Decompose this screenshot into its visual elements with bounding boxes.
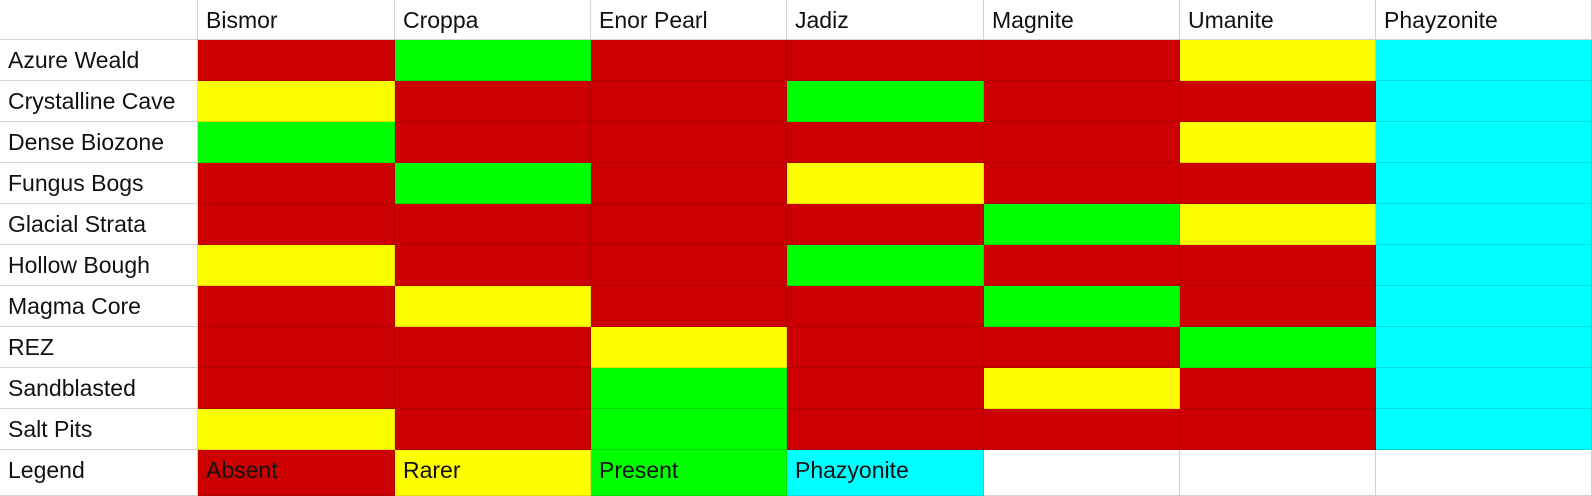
- legend-item: Absent: [198, 450, 395, 496]
- column-header: Croppa: [395, 0, 591, 40]
- status-cell: [1180, 204, 1376, 245]
- status-cell: [591, 245, 787, 286]
- status-cell: [984, 163, 1180, 204]
- status-cell: [1376, 122, 1592, 163]
- status-cell: [1376, 40, 1592, 81]
- status-cell: [984, 81, 1180, 122]
- status-cell: [984, 409, 1180, 450]
- status-cell: [198, 40, 395, 81]
- status-cell: [198, 204, 395, 245]
- status-cell: [198, 286, 395, 327]
- status-cell: [1376, 163, 1592, 204]
- legend-item: Phazyonite: [787, 450, 984, 496]
- status-cell: [1376, 327, 1592, 368]
- status-cell: [395, 81, 591, 122]
- status-cell: [984, 40, 1180, 81]
- status-cell: [1180, 327, 1376, 368]
- row-header: Glacial Strata: [0, 204, 198, 245]
- status-cell: [984, 286, 1180, 327]
- status-cell: [395, 327, 591, 368]
- status-cell: [591, 327, 787, 368]
- column-header: Bismor: [198, 0, 395, 40]
- row-header: Hollow Bough: [0, 245, 198, 286]
- column-header: Enor Pearl: [591, 0, 787, 40]
- status-cell: [1376, 204, 1592, 245]
- status-cell: [1376, 409, 1592, 450]
- status-cell: [591, 122, 787, 163]
- status-cell: [787, 122, 984, 163]
- status-cell: [1376, 368, 1592, 409]
- status-cell: [984, 245, 1180, 286]
- status-cell: [1180, 245, 1376, 286]
- status-cell: [1180, 122, 1376, 163]
- status-cell: [198, 409, 395, 450]
- status-cell: [787, 81, 984, 122]
- corner-cell: [0, 0, 198, 40]
- status-cell: [395, 286, 591, 327]
- column-header: Jadiz: [787, 0, 984, 40]
- status-cell: [591, 368, 787, 409]
- status-cell: [591, 81, 787, 122]
- status-cell: [1180, 368, 1376, 409]
- status-cell: [787, 327, 984, 368]
- status-cell: [984, 327, 1180, 368]
- status-cell: [198, 122, 395, 163]
- status-cell: [984, 122, 1180, 163]
- status-cell: [395, 122, 591, 163]
- empty-cell: [1180, 450, 1376, 496]
- status-cell: [1180, 40, 1376, 81]
- status-cell: [591, 286, 787, 327]
- status-cell: [1376, 81, 1592, 122]
- status-cell: [787, 286, 984, 327]
- status-cell: [591, 204, 787, 245]
- status-cell: [198, 163, 395, 204]
- status-cell: [787, 163, 984, 204]
- status-cell: [1180, 286, 1376, 327]
- column-header: Phayzonite: [1376, 0, 1592, 40]
- column-header: Magnite: [984, 0, 1180, 40]
- status-cell: [984, 368, 1180, 409]
- legend-item: Present: [591, 450, 787, 496]
- status-cell: [198, 327, 395, 368]
- status-cell: [787, 245, 984, 286]
- status-cell: [198, 81, 395, 122]
- status-cell: [198, 368, 395, 409]
- row-header: Dense Biozone: [0, 122, 198, 163]
- row-header: Salt Pits: [0, 409, 198, 450]
- row-header: REZ: [0, 327, 198, 368]
- status-cell: [787, 40, 984, 81]
- status-cell: [787, 409, 984, 450]
- status-cell: [1180, 81, 1376, 122]
- row-header: Crystalline Cave: [0, 81, 198, 122]
- row-header: Magma Core: [0, 286, 198, 327]
- status-cell: [395, 368, 591, 409]
- empty-cell: [984, 450, 1180, 496]
- status-cell: [591, 40, 787, 81]
- status-cell: [395, 40, 591, 81]
- column-header: Umanite: [1180, 0, 1376, 40]
- status-cell: [787, 204, 984, 245]
- status-cell: [395, 204, 591, 245]
- status-cell: [198, 245, 395, 286]
- empty-cell: [1376, 450, 1592, 496]
- row-header: Sandblasted: [0, 368, 198, 409]
- row-header: Azure Weald: [0, 40, 198, 81]
- legend-label: Legend: [0, 450, 198, 496]
- row-header: Fungus Bogs: [0, 163, 198, 204]
- status-cell: [1376, 286, 1592, 327]
- status-cell: [1180, 163, 1376, 204]
- status-cell: [395, 245, 591, 286]
- status-cell: [984, 204, 1180, 245]
- status-cell: [1180, 409, 1376, 450]
- status-cell: [591, 163, 787, 204]
- status-cell: [591, 409, 787, 450]
- status-cell: [1376, 245, 1592, 286]
- status-cell: [395, 409, 591, 450]
- legend-item: Rarer: [395, 450, 591, 496]
- status-cell: [787, 368, 984, 409]
- status-cell: [395, 163, 591, 204]
